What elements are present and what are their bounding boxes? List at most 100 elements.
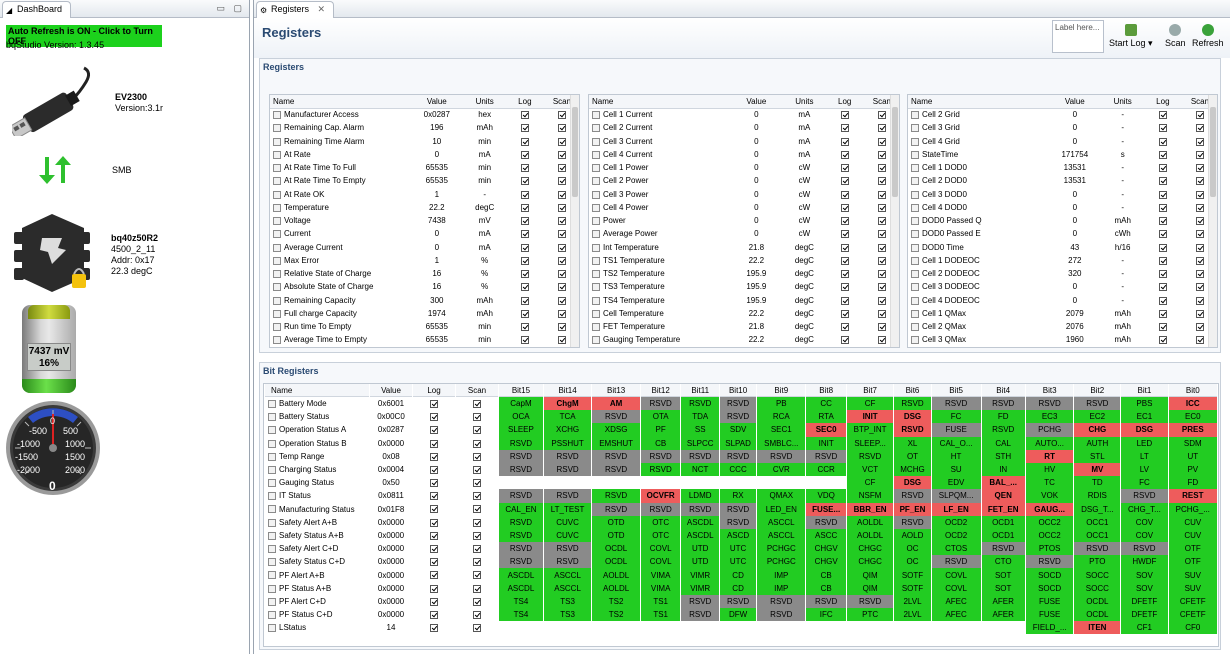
checkbox[interactable] xyxy=(1158,164,1167,173)
column-header[interactable]: Log xyxy=(824,95,862,109)
checkbox[interactable] xyxy=(473,399,481,408)
bit-cell[interactable]: DFETF xyxy=(1121,608,1168,622)
bit-cell[interactable]: XCHG xyxy=(543,423,592,437)
checkbox[interactable] xyxy=(1195,150,1204,159)
bit-cell[interactable]: QIM xyxy=(846,581,894,595)
bit-cell[interactable]: RCA xyxy=(757,410,806,424)
checkbox[interactable] xyxy=(520,124,529,133)
bit-register-row[interactable]: Safety Status C+D 0x0000 RSVD RSVD OCDL COVL U… xyxy=(265,555,1217,569)
checkbox[interactable] xyxy=(557,309,566,318)
bit-cell[interactable]: SDV xyxy=(720,423,757,437)
column-header[interactable]: Bit6 xyxy=(894,384,931,397)
checkbox[interactable] xyxy=(877,124,886,133)
bit-cell[interactable]: BTP_INT xyxy=(846,423,894,437)
bit-cell[interactable]: PF_EN xyxy=(894,502,931,516)
bit-cell[interactable]: TS2 xyxy=(592,594,640,608)
scrollbar[interactable] xyxy=(570,95,579,347)
bit-cell[interactable]: RSVD xyxy=(720,594,757,608)
checkbox[interactable] xyxy=(1195,243,1204,252)
checkbox[interactable] xyxy=(473,439,481,448)
bit-cell[interactable]: CUVC xyxy=(543,515,592,529)
bit-cell[interactable]: CTOS xyxy=(931,542,981,556)
checkbox[interactable] xyxy=(520,309,529,318)
table-row[interactable]: Cell 2 QMax 2076 mAh xyxy=(908,320,1217,333)
checkbox[interactable] xyxy=(840,137,849,146)
bit-cell[interactable]: ASCDL xyxy=(499,568,543,582)
checkbox[interactable] xyxy=(840,164,849,173)
checkbox[interactable] xyxy=(430,624,438,633)
bit-cell[interactable]: RSVD xyxy=(894,515,931,529)
bit-cell[interactable]: SLPCC xyxy=(681,436,720,450)
column-header[interactable]: Value xyxy=(409,95,462,109)
bit-cell[interactable]: ITEN xyxy=(1074,621,1121,635)
bit-cell[interactable]: RSVD xyxy=(681,608,720,622)
bit-cell[interactable]: RSVD xyxy=(846,594,894,608)
bit-cell[interactable]: SOT xyxy=(981,581,1025,595)
checkbox[interactable] xyxy=(520,217,529,226)
bit-register-row[interactable]: Manufacturing Status 0x01F8 CAL_EN LT_TEST R… xyxy=(265,502,1217,516)
checkbox[interactable] xyxy=(877,217,886,226)
checkbox[interactable] xyxy=(520,323,529,332)
table-row[interactable]: Cell 4 Power 0 cW xyxy=(589,201,899,214)
table-row[interactable]: Power 0 cW xyxy=(589,214,899,227)
checkbox[interactable] xyxy=(877,256,886,265)
checkbox[interactable] xyxy=(557,203,566,212)
bit-cell[interactable]: PCHG_... xyxy=(1168,502,1217,516)
bit-cell[interactable]: CHGC xyxy=(846,542,894,556)
bit-cell[interactable]: TC xyxy=(1025,476,1074,490)
bit-cell[interactable]: RSVD xyxy=(592,502,640,516)
bit-cell[interactable]: UTD xyxy=(681,555,720,569)
checkbox[interactable] xyxy=(1158,323,1167,332)
column-header[interactable]: Bit8 xyxy=(806,384,846,397)
bit-cell[interactable]: SOV xyxy=(1121,581,1168,595)
checkbox[interactable] xyxy=(1195,270,1204,279)
bit-cell[interactable]: FC xyxy=(1121,476,1168,490)
bit-cell[interactable]: RSVD xyxy=(720,397,757,411)
bit-cell[interactable]: DFETF xyxy=(1121,594,1168,608)
registers-table-1[interactable]: Name Value Units Log Scan Manufacturer Access… xyxy=(269,94,580,348)
checkbox[interactable] xyxy=(840,217,849,226)
table-row[interactable]: Cell 1 DOD0 13531 - xyxy=(908,161,1217,174)
checkbox[interactable] xyxy=(557,323,566,332)
checkbox[interactable] xyxy=(473,610,481,619)
bit-cell[interactable]: OC xyxy=(894,542,931,556)
bit-cell[interactable]: HV xyxy=(1025,462,1074,477)
bit-cell[interactable]: RSVD xyxy=(720,515,757,529)
bit-cell[interactable]: HWDF xyxy=(1121,555,1168,569)
checkbox[interactable] xyxy=(473,597,481,606)
bit-cell[interactable]: RSVD xyxy=(720,410,757,424)
bit-cell[interactable]: ASCDL xyxy=(499,581,543,595)
table-row[interactable]: Voltage 7438 mV xyxy=(270,214,579,227)
bit-cell[interactable]: VDQ xyxy=(806,489,846,503)
bit-cell[interactable]: IN xyxy=(981,462,1025,477)
bit-cell[interactable]: OCDL xyxy=(1074,594,1121,608)
checkbox[interactable] xyxy=(520,336,529,345)
bit-cell[interactable]: CHG xyxy=(1074,423,1121,437)
checkbox[interactable] xyxy=(430,452,438,461)
bit-register-row[interactable]: Safety Alert C+D 0x0000 RSVD RSVD OCDL COVL UT… xyxy=(265,542,1217,556)
bit-cell[interactable]: UT xyxy=(1168,449,1217,463)
checkbox[interactable] xyxy=(840,296,849,305)
checkbox[interactable] xyxy=(1195,256,1204,265)
start-log-button[interactable]: Start Log ▾ xyxy=(1109,24,1153,49)
bit-cell[interactable]: SLPQM... xyxy=(931,489,981,503)
bit-cell[interactable]: LT_TEST xyxy=(543,502,592,516)
bit-cell[interactable]: AOLD xyxy=(894,528,931,543)
checkbox[interactable] xyxy=(1195,296,1204,305)
checkbox[interactable] xyxy=(1158,243,1167,252)
table-row[interactable]: Cell 4 Grid 0 - xyxy=(908,135,1217,148)
checkbox[interactable] xyxy=(473,558,481,567)
table-row[interactable]: Cell 4 DOD0 0 - xyxy=(908,201,1217,214)
bit-cell[interactable]: OTC xyxy=(640,528,681,543)
checkbox[interactable] xyxy=(877,137,886,146)
column-header[interactable]: Bit7 xyxy=(846,384,894,397)
checkbox[interactable] xyxy=(557,177,566,186)
checkbox[interactable] xyxy=(520,296,529,305)
bit-cell[interactable]: CAL xyxy=(981,436,1025,450)
checkbox[interactable] xyxy=(840,270,849,279)
column-header[interactable]: Bit3 xyxy=(1025,384,1074,397)
bit-cell[interactable]: AFEC xyxy=(931,594,981,608)
checkbox[interactable] xyxy=(430,531,438,540)
checkbox[interactable] xyxy=(520,177,529,186)
bit-cell[interactable] xyxy=(592,476,640,490)
